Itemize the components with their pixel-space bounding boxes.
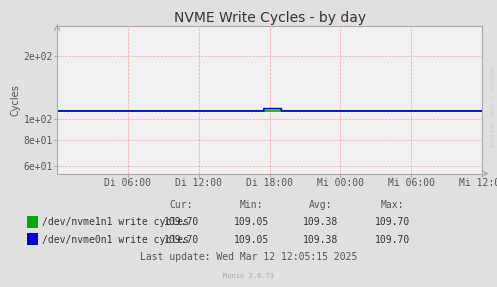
Text: Last update: Wed Mar 12 12:05:15 2025: Last update: Wed Mar 12 12:05:15 2025 — [140, 252, 357, 262]
Title: NVME Write Cycles - by day: NVME Write Cycles - by day — [173, 11, 366, 25]
Text: RRDTOOL / TOBI OETIKER: RRDTOOL / TOBI OETIKER — [489, 65, 494, 148]
Text: Cur:: Cur: — [169, 200, 193, 210]
Text: /dev/nvme1n1 write cycles: /dev/nvme1n1 write cycles — [42, 218, 189, 227]
Text: 109.38: 109.38 — [303, 218, 338, 227]
Text: 109.05: 109.05 — [234, 235, 268, 245]
Text: 109.70: 109.70 — [375, 235, 410, 245]
Text: Munin 2.0.73: Munin 2.0.73 — [223, 274, 274, 279]
Text: 109.70: 109.70 — [164, 218, 199, 227]
Text: 109.70: 109.70 — [375, 218, 410, 227]
Text: Max:: Max: — [381, 200, 405, 210]
Text: Min:: Min: — [239, 200, 263, 210]
Text: 109.70: 109.70 — [164, 235, 199, 245]
Text: 109.38: 109.38 — [303, 235, 338, 245]
Text: /dev/nvme0n1 write cycles: /dev/nvme0n1 write cycles — [42, 235, 189, 245]
Y-axis label: Cycles: Cycles — [11, 84, 21, 116]
Text: 109.05: 109.05 — [234, 218, 268, 227]
Text: Avg:: Avg: — [309, 200, 332, 210]
